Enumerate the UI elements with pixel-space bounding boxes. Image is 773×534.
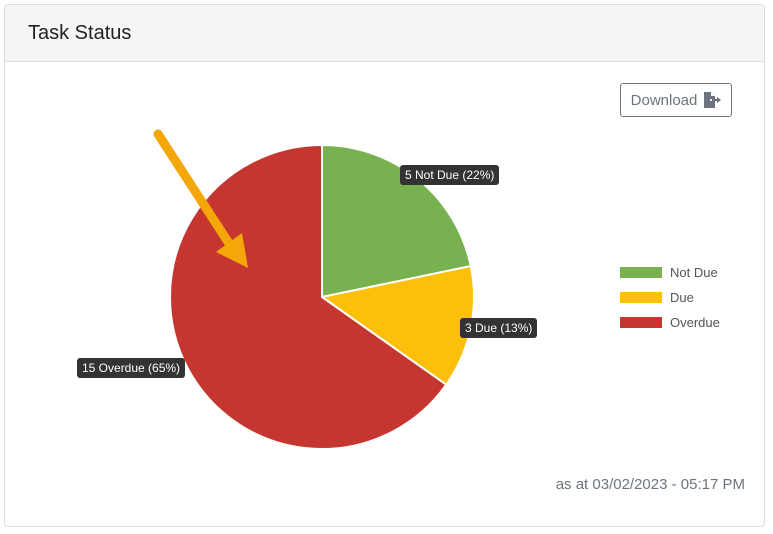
panel-title: Task Status <box>28 22 132 44</box>
legend-item-due[interactable]: Due <box>620 285 720 310</box>
legend-swatch <box>620 292 662 303</box>
legend-label: Not Due <box>670 265 718 280</box>
data-label-overdue: 15 Overdue (65%) <box>77 358 186 378</box>
data-label-due: 3 Due (13%) <box>460 318 538 338</box>
download-label: Download <box>630 91 698 109</box>
data-label-not-due: 5 Not Due (22%) <box>400 165 500 185</box>
annotation-arrow <box>153 129 248 268</box>
legend-swatch <box>620 317 662 328</box>
legend-item-overdue[interactable]: Overdue <box>620 310 720 335</box>
task-status-panel: Task Status <box>4 4 765 527</box>
legend-label: Overdue <box>670 315 720 330</box>
legend-swatch <box>620 267 662 278</box>
legend-item-not-due[interactable]: Not Due <box>620 260 720 285</box>
legend: Not Due Due Overdue <box>620 260 720 335</box>
as-at-timestamp: as at 03/02/2023 - 05:17 PM <box>555 476 745 493</box>
file-export-icon <box>704 92 722 108</box>
pie-slice-overdue[interactable] <box>169 143 448 450</box>
panel-header: Task Status <box>5 5 764 62</box>
legend-label: Due <box>670 290 694 305</box>
download-button[interactable]: Download <box>620 83 732 117</box>
